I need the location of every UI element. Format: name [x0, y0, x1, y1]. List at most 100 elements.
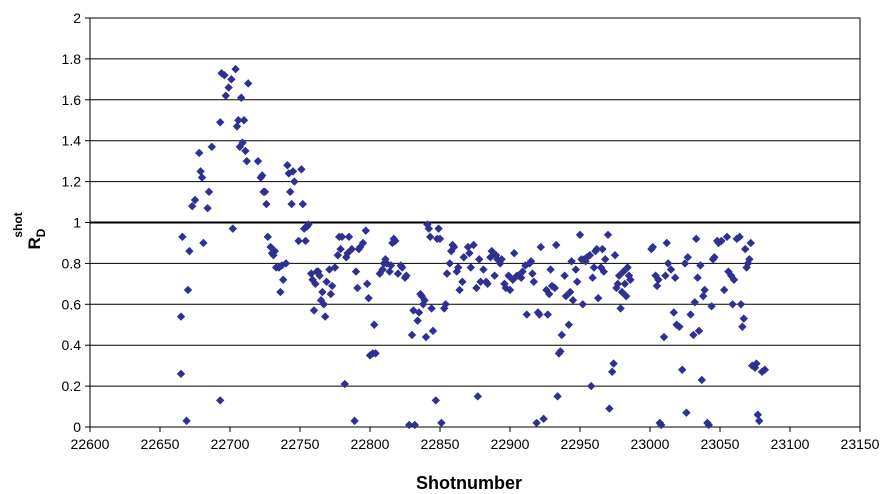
data-point — [664, 259, 673, 268]
data-point — [216, 396, 225, 405]
data-point — [176, 312, 186, 321]
data-point — [616, 304, 625, 313]
data-point — [370, 320, 379, 329]
data-point — [738, 322, 747, 331]
data-point — [405, 420, 414, 430]
data-point — [227, 75, 236, 84]
y-tick-label: 1.8 — [62, 51, 82, 67]
data-point — [652, 281, 662, 291]
data-point — [483, 279, 492, 289]
data-point — [680, 259, 690, 268]
data-point — [188, 201, 197, 211]
data-point — [704, 420, 713, 430]
data-point — [319, 300, 328, 309]
data-point — [605, 404, 614, 413]
data-point — [241, 146, 250, 156]
data-point — [297, 165, 306, 174]
data-point — [564, 320, 573, 329]
data-point — [722, 232, 732, 242]
data-point — [304, 220, 313, 229]
data-point — [413, 316, 422, 325]
data-point — [393, 269, 403, 278]
data-point — [568, 296, 578, 305]
data-point — [183, 285, 193, 295]
data-point — [402, 271, 411, 280]
data-point — [475, 255, 484, 264]
data-point — [195, 148, 204, 158]
data-point — [237, 93, 246, 102]
data-point — [657, 420, 666, 430]
data-point — [736, 300, 746, 309]
y-axis-title-main: R — [25, 237, 44, 249]
data-point — [546, 265, 555, 274]
data-point — [283, 161, 292, 170]
data-point — [622, 291, 631, 301]
data-point — [699, 291, 708, 301]
data-point — [671, 273, 680, 282]
data-point — [518, 267, 527, 276]
data-point — [588, 273, 597, 282]
data-point — [686, 310, 695, 319]
data-point — [683, 253, 692, 262]
data-point — [557, 330, 566, 340]
data-point — [669, 308, 678, 317]
data-point — [505, 285, 515, 295]
x-tick-label: 22750 — [281, 436, 320, 452]
data-point — [589, 263, 599, 272]
x-tick-label: 22650 — [141, 436, 180, 452]
data-point — [472, 283, 481, 293]
data-point — [318, 287, 327, 297]
data-point — [204, 187, 214, 197]
data-point — [714, 238, 723, 248]
data-point — [675, 322, 684, 331]
data-point — [232, 122, 242, 131]
svg-text:RD: RD — [25, 228, 48, 249]
plot-area-border — [89, 17, 861, 428]
data-point — [287, 199, 296, 209]
data-point — [199, 238, 208, 248]
data-point — [552, 240, 561, 250]
data-point — [615, 271, 624, 280]
y-tick-label: 0 — [73, 419, 81, 435]
data-point — [239, 116, 249, 125]
data-point — [458, 277, 467, 287]
data-point — [455, 285, 464, 295]
data-point — [497, 255, 506, 264]
data-point — [707, 302, 716, 311]
data-point — [420, 296, 429, 305]
data-point — [581, 257, 590, 266]
data-point — [328, 281, 337, 291]
data-point — [694, 326, 704, 336]
data-point — [508, 275, 517, 284]
data-point — [697, 375, 706, 385]
y-tick-label: 2 — [73, 10, 81, 26]
data-point — [592, 244, 601, 254]
y-tick-labels: 0 0.2 0.4 0.6 0.8 1 1.2 1.4 1.6 1.8 2 — [62, 10, 82, 435]
data-point — [623, 263, 632, 272]
data-point — [263, 232, 272, 242]
data-point — [473, 392, 482, 401]
x-tick-label: 22850 — [421, 436, 460, 452]
data-point — [609, 359, 618, 368]
data-point — [445, 259, 454, 268]
data-point — [196, 167, 205, 176]
data-point — [566, 287, 575, 297]
data-point — [720, 285, 729, 295]
data-point — [407, 330, 417, 340]
data-point — [710, 253, 719, 262]
data-point — [585, 251, 594, 260]
data-point — [279, 275, 288, 284]
axes — [85, 17, 861, 432]
data-point — [378, 265, 387, 274]
data-point — [281, 259, 291, 268]
data-point — [231, 64, 240, 74]
data-point — [690, 298, 699, 307]
data-point — [575, 230, 585, 239]
data-point — [398, 263, 407, 272]
x-tick-label: 23000 — [631, 436, 670, 452]
data-point — [428, 326, 438, 336]
x-tick-label: 22900 — [491, 436, 530, 452]
data-point — [207, 142, 216, 152]
data-point — [364, 293, 373, 303]
